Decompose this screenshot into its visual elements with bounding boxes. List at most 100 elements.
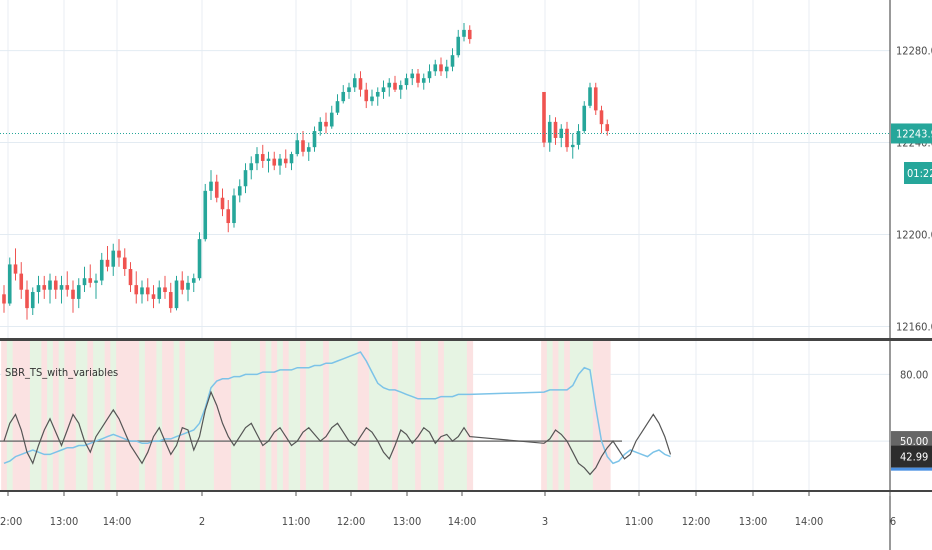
indicator-band	[357, 341, 364, 490]
indicator-band	[219, 341, 226, 490]
candle-body	[174, 280, 179, 309]
candle-body	[318, 121, 323, 132]
indicator-band	[288, 341, 295, 490]
candle-body	[301, 140, 305, 152]
indicator-band	[29, 341, 37, 490]
indicator-band	[213, 341, 221, 490]
value-badges: 12243.95 01:22 50.00 42.99	[891, 123, 932, 471]
indicator-band	[277, 341, 284, 490]
indicator-band	[259, 341, 267, 490]
indicator-band	[133, 341, 140, 490]
candle-body	[88, 278, 93, 283]
indicator-band	[254, 341, 261, 490]
indicator-band	[1, 341, 8, 490]
level-label: 50.00	[900, 435, 928, 448]
indicator-band	[552, 341, 559, 490]
indicator-band	[558, 341, 565, 490]
candle-body	[542, 91, 546, 143]
candle-body	[105, 259, 110, 267]
candle-body	[2, 294, 6, 304]
candle-body	[565, 128, 569, 148]
indicator-band	[81, 341, 88, 490]
countdown-label: 01:22	[907, 167, 932, 180]
indicator-band	[127, 341, 134, 490]
candle-body	[410, 73, 415, 79]
indicator-band	[139, 341, 146, 490]
candle-body	[295, 140, 300, 155]
candle-body	[593, 87, 598, 111]
candle-body	[278, 158, 282, 166]
candle-body	[30, 292, 35, 309]
candle-body	[398, 85, 403, 90]
indicator-band	[282, 341, 290, 490]
candle-body	[232, 195, 236, 224]
candle-body	[36, 285, 41, 293]
candle-body	[122, 257, 127, 270]
indicator-band	[546, 341, 554, 490]
indicator-band	[121, 341, 129, 490]
candle-body	[599, 110, 604, 125]
indicator-band	[248, 341, 255, 490]
indicator-band	[386, 341, 393, 490]
candle-body	[220, 197, 225, 210]
candle-body	[209, 181, 213, 191]
indicator-band	[58, 341, 65, 490]
indicator-band	[202, 341, 209, 490]
indicator-band	[449, 341, 456, 490]
indicator-band	[75, 341, 83, 490]
gray-series-line	[3, 390, 672, 476]
indicator-band	[346, 341, 353, 490]
candle-body	[76, 285, 81, 299]
indicator-band	[403, 341, 410, 490]
indicator-band	[93, 341, 100, 490]
indicator-band	[420, 341, 428, 490]
candle-body	[25, 289, 29, 309]
candle-body	[467, 29, 472, 40]
indicator-band	[334, 341, 341, 490]
candle-body	[260, 154, 265, 161]
indicator-value-underline	[891, 467, 932, 471]
indicator-band	[6, 341, 14, 490]
indicator-band	[144, 341, 152, 490]
x-tick-label: 12:00	[0, 515, 22, 528]
x-tick-label: 6	[890, 515, 896, 528]
candle-body	[94, 280, 98, 283]
candle-body	[381, 87, 386, 92]
indicator-band	[363, 341, 370, 490]
x-tick-label: 14:00	[103, 515, 132, 528]
indicator-band	[541, 341, 548, 490]
indicator-band	[581, 341, 588, 490]
indicator-band	[225, 341, 232, 490]
candle-body	[42, 285, 47, 290]
indicator-tick-label: 80.00	[900, 368, 928, 381]
indicator-band	[311, 341, 318, 490]
candle-body	[335, 101, 340, 113]
indicator-band	[461, 341, 468, 490]
indicator-band	[52, 341, 60, 490]
indicator-band	[409, 341, 416, 490]
x-tick-label: 13:00	[739, 515, 768, 528]
candle-body	[117, 250, 121, 258]
indicator-band	[35, 341, 42, 490]
indicator-band	[587, 341, 594, 490]
candle-body	[421, 78, 426, 83]
indicator-band	[150, 341, 157, 490]
candle-body	[272, 158, 277, 166]
candle-body	[387, 82, 392, 88]
x-tick-label: 11:00	[282, 515, 311, 528]
indicator-band	[110, 341, 117, 490]
candle-body	[203, 190, 208, 240]
price-tick-label: 12160.00	[896, 321, 932, 334]
indicator-band	[592, 341, 600, 490]
candle-body	[237, 186, 242, 196]
indicator-band	[604, 341, 611, 490]
x-tick-label: 13:00	[50, 515, 79, 528]
candle-body	[289, 154, 294, 164]
candle-body	[352, 78, 357, 88]
price-tick-label: 12280.00	[896, 45, 932, 58]
indicator-band	[156, 341, 163, 490]
candle-body	[393, 82, 397, 90]
indicator-band	[116, 341, 123, 490]
candle-body	[576, 131, 581, 145]
